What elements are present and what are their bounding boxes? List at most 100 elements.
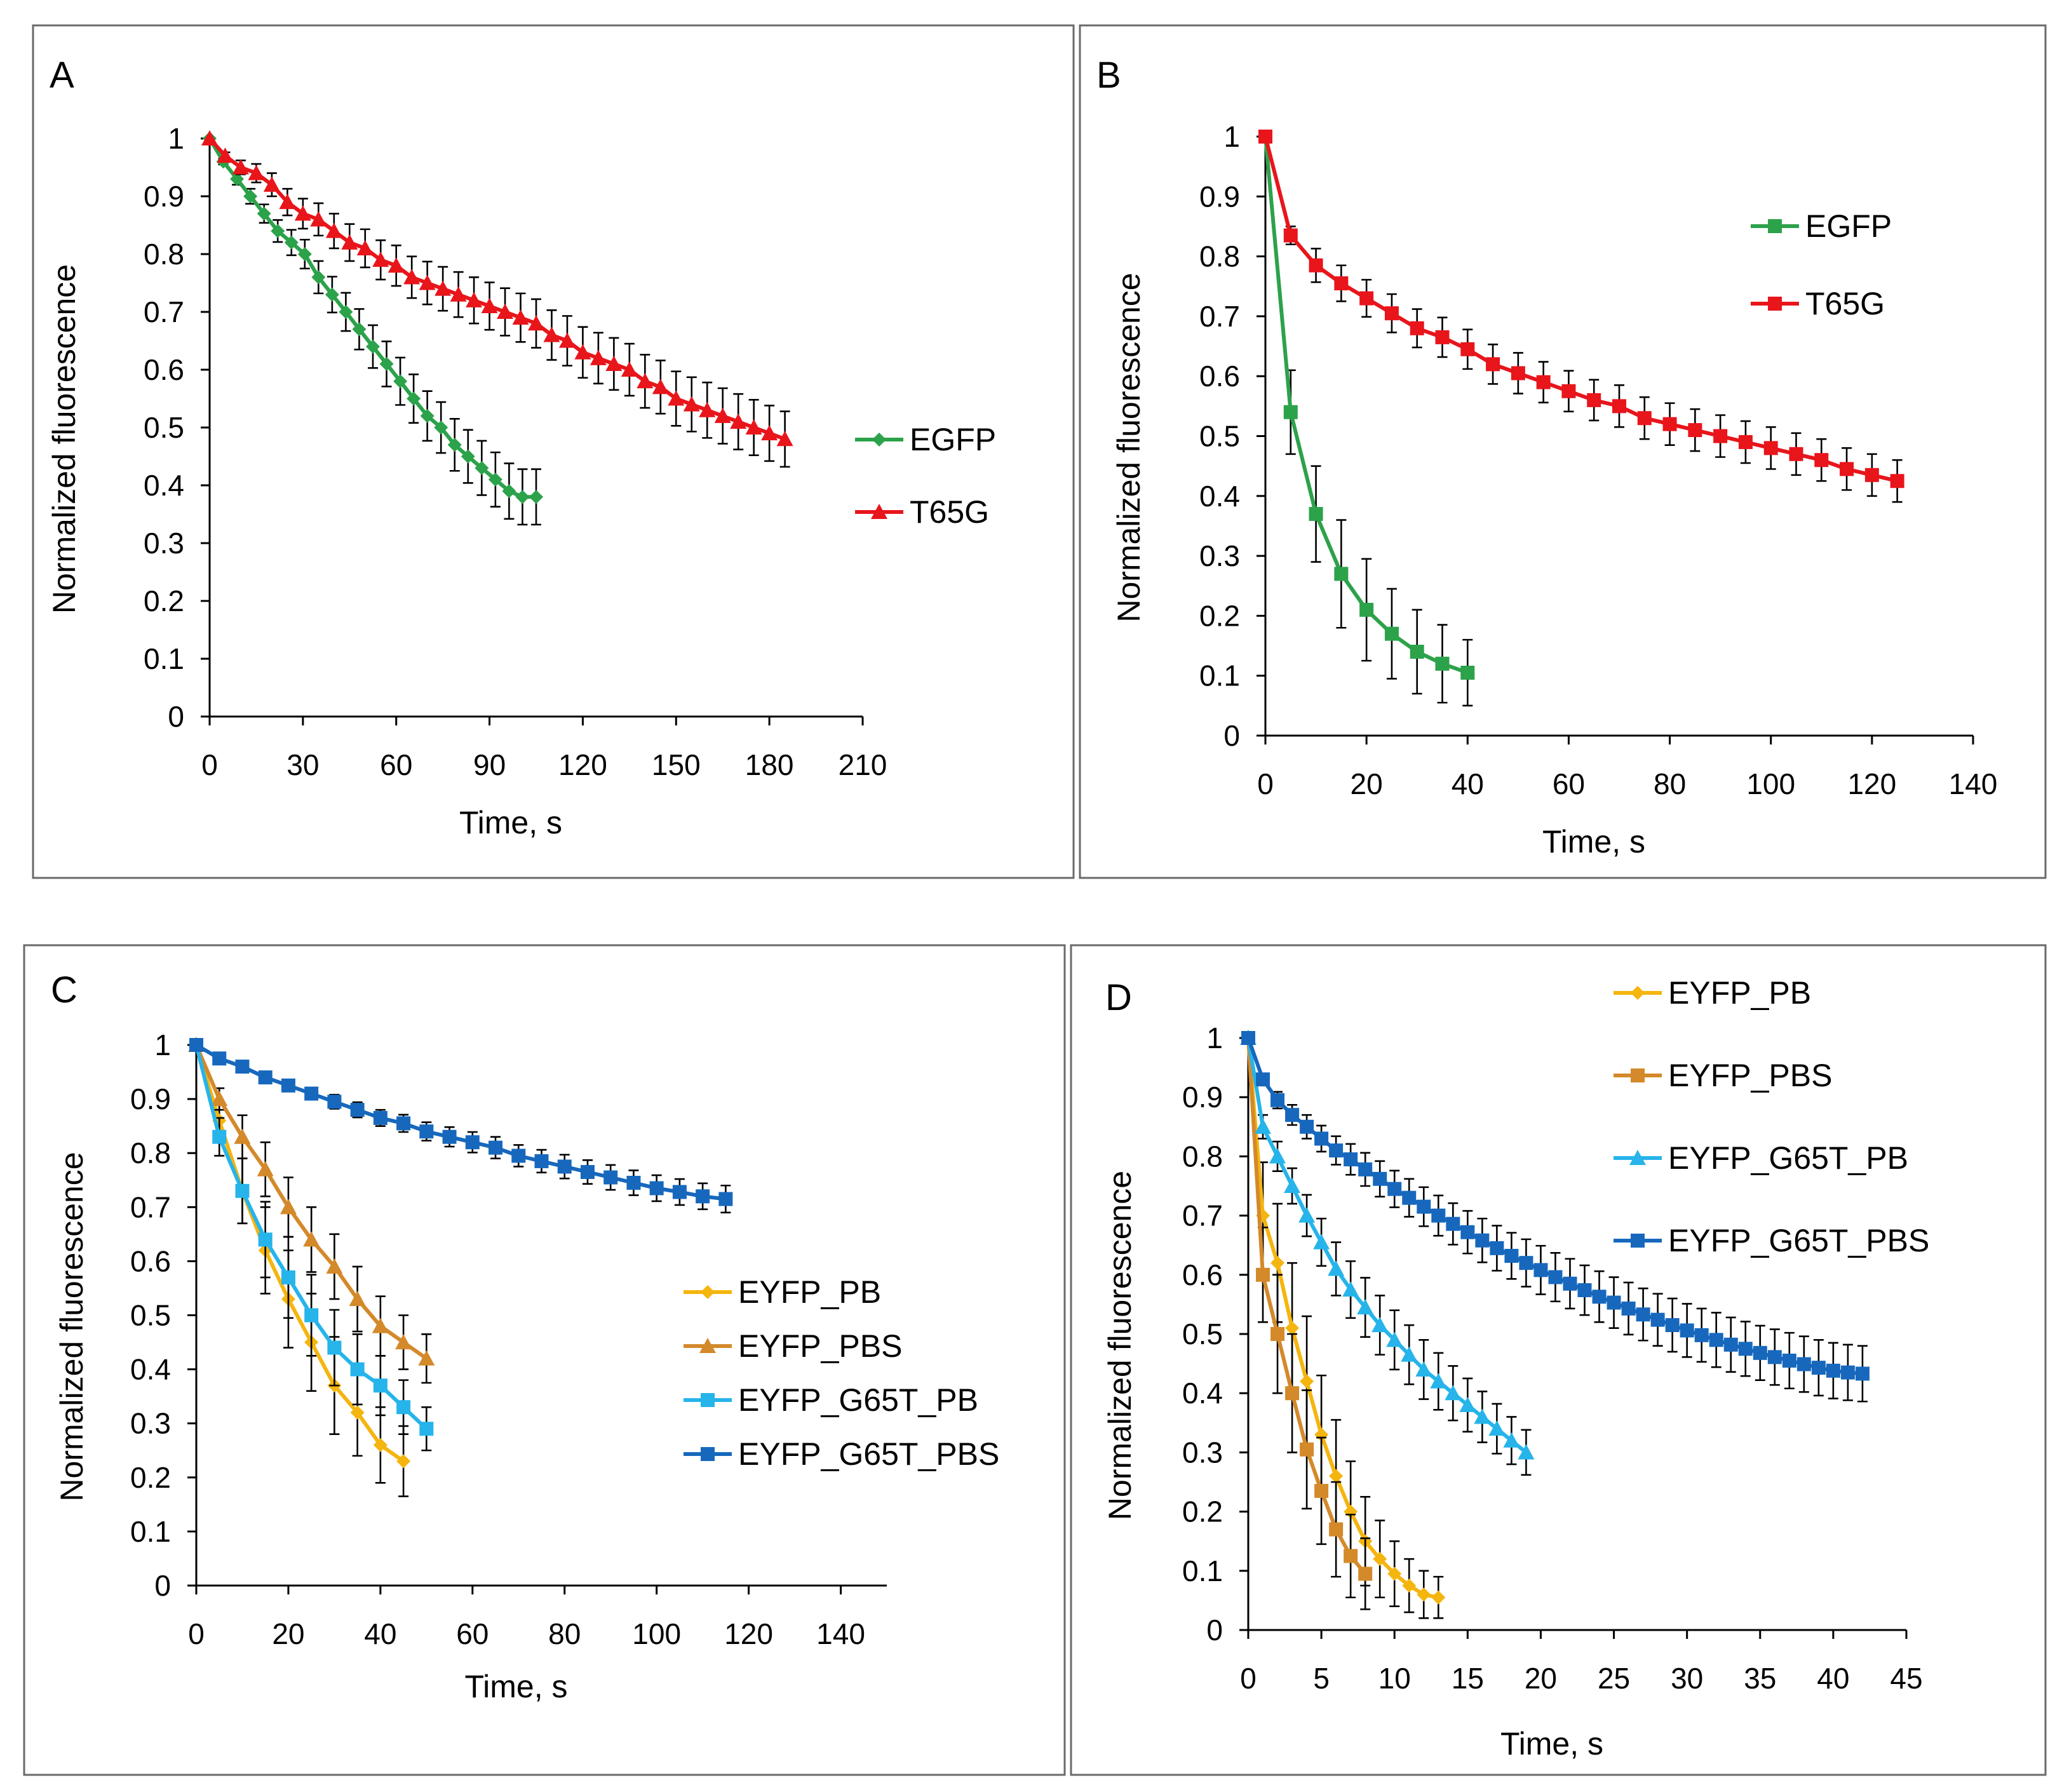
data-point bbox=[1270, 1093, 1285, 1107]
data-point bbox=[212, 1051, 227, 1066]
data-point bbox=[1256, 1267, 1270, 1282]
data-point bbox=[217, 147, 234, 163]
legend-label: EGFP bbox=[910, 422, 996, 457]
legend-item-c-eyfp-g65t-pbs: EYFP_G65T_PBS bbox=[684, 1436, 999, 1472]
data-point bbox=[1298, 1207, 1316, 1223]
data-point bbox=[515, 490, 530, 504]
data-point bbox=[1402, 1190, 1417, 1205]
data-point bbox=[1358, 1162, 1373, 1176]
data-point bbox=[1738, 1342, 1753, 1356]
legend-item-b-egfp: EGFP bbox=[1751, 208, 1892, 244]
data-point bbox=[373, 1438, 387, 1452]
data-point bbox=[1435, 656, 1450, 671]
data-point bbox=[257, 1161, 274, 1176]
data-point bbox=[1358, 1566, 1373, 1581]
legend-marker bbox=[1768, 297, 1782, 311]
data-point bbox=[730, 413, 747, 429]
data-point bbox=[1753, 1345, 1767, 1360]
x-tick-label-b: 100 bbox=[1746, 767, 1795, 800]
x-tick-label-d: 40 bbox=[1817, 1662, 1849, 1695]
x-tick-label-d: 10 bbox=[1378, 1662, 1411, 1695]
data-point bbox=[1519, 1256, 1533, 1270]
y-tick-label-c: 0.1 bbox=[130, 1515, 171, 1548]
data-point bbox=[1334, 567, 1349, 581]
data-point bbox=[1811, 1361, 1826, 1375]
y-tick-label-c: 0.4 bbox=[130, 1353, 171, 1386]
data-point bbox=[419, 1124, 434, 1139]
y-tick-label-b: 0.4 bbox=[1199, 480, 1240, 513]
series-a-egfp bbox=[203, 131, 543, 526]
x-tick-label-c: 40 bbox=[364, 1617, 396, 1650]
data-point bbox=[1410, 644, 1424, 659]
data-point bbox=[543, 327, 560, 342]
data-point bbox=[1415, 1361, 1432, 1377]
data-point bbox=[1680, 1323, 1694, 1338]
legend-label: EYFP_G65T_PB bbox=[1668, 1140, 1908, 1176]
y-axis-title-c: Normalized fluorescence bbox=[54, 1152, 90, 1501]
data-point bbox=[263, 176, 280, 192]
data-point bbox=[258, 1070, 273, 1085]
data-point bbox=[393, 374, 408, 389]
data-point bbox=[1503, 1432, 1520, 1448]
data-point bbox=[1255, 1118, 1272, 1134]
data-point bbox=[776, 431, 793, 447]
y-tick-label-b: 0.7 bbox=[1199, 300, 1240, 333]
chart-panel-a: A 0 0.1 0.2 0.3 0.4 0.5 0.6 0.7 0.8 0.9 1 0 30 60 90 120… bbox=[46, 55, 996, 840]
data-point bbox=[1371, 1317, 1389, 1333]
y-tick-label-a: 0.5 bbox=[144, 411, 184, 444]
data-point bbox=[1488, 1420, 1506, 1436]
legend-marker bbox=[871, 504, 887, 520]
data-point bbox=[1490, 1241, 1504, 1255]
data-point bbox=[234, 1128, 251, 1144]
data-point bbox=[396, 1116, 411, 1131]
data-point bbox=[403, 269, 421, 285]
y-tick-label-b: 0 bbox=[1223, 719, 1240, 752]
y-tick-label-a: 1 bbox=[168, 122, 184, 155]
data-point bbox=[327, 1340, 342, 1355]
series-d-eyfp-g65t-pb bbox=[1240, 1030, 1535, 1476]
data-point bbox=[1329, 1143, 1344, 1158]
x-tick-label-a: 120 bbox=[558, 748, 607, 781]
data-point bbox=[621, 361, 638, 377]
data-point bbox=[1840, 462, 1854, 476]
y-axis-title-b: Normalized fluorescence bbox=[1111, 273, 1147, 622]
y-axis-title-a: Normalized fluorescence bbox=[46, 264, 82, 614]
legend-label: EYFP_G65T_PB bbox=[738, 1382, 978, 1418]
data-point bbox=[1314, 1131, 1329, 1146]
series-d-eyfp-g65t-pbs bbox=[1241, 1031, 1870, 1403]
x-tick-label-d: 35 bbox=[1744, 1662, 1776, 1695]
legend-label: EYFP_PB bbox=[738, 1274, 881, 1310]
data-point bbox=[372, 1317, 389, 1333]
data-point bbox=[605, 355, 623, 371]
x-tick-label-c: 120 bbox=[724, 1617, 773, 1650]
series-line bbox=[194, 1043, 406, 1464]
y-tick-label-c: 0.7 bbox=[130, 1190, 171, 1223]
legend-item-a-t65g: T65G bbox=[855, 494, 989, 530]
data-point bbox=[1344, 1549, 1358, 1563]
data-point bbox=[326, 1258, 343, 1274]
data-point bbox=[696, 1189, 710, 1204]
data-point bbox=[574, 344, 591, 360]
data-point bbox=[1738, 435, 1753, 449]
x-axis-title-c: Time, s bbox=[464, 1669, 567, 1704]
data-point bbox=[1431, 1590, 1446, 1605]
data-point bbox=[1285, 1108, 1300, 1122]
series-b-egfp bbox=[1258, 130, 1475, 707]
x-tick-label-b: 20 bbox=[1351, 767, 1383, 800]
data-point bbox=[1386, 1331, 1403, 1347]
y-axis-title-d: Normalized fluorescence bbox=[1102, 1171, 1138, 1520]
data-point bbox=[1269, 1148, 1286, 1164]
data-point bbox=[502, 484, 516, 499]
data-point bbox=[235, 1183, 250, 1198]
legend-label: EYFP_PBS bbox=[738, 1328, 902, 1364]
x-tick-label-a: 30 bbox=[286, 748, 319, 781]
data-point bbox=[419, 274, 436, 290]
data-point bbox=[1285, 1386, 1300, 1401]
data-point bbox=[1342, 1281, 1359, 1297]
y-tick-label-c: 0.3 bbox=[130, 1407, 171, 1440]
data-point bbox=[1688, 423, 1702, 438]
y-tick-label-d: 0.2 bbox=[1182, 1495, 1223, 1528]
data-point bbox=[325, 222, 342, 238]
x-tick-label-a: 210 bbox=[839, 748, 887, 781]
data-point bbox=[1387, 1182, 1402, 1196]
